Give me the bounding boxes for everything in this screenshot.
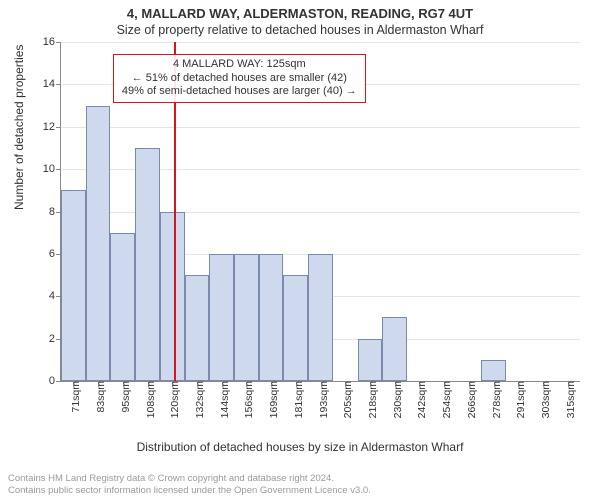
annotation-box: 4 MALLARD WAY: 125sqm← 51% of detached h… (113, 54, 366, 103)
bar (358, 339, 383, 381)
x-tick-label: 278sqm (485, 381, 503, 418)
x-tick-label: 108sqm (139, 381, 157, 418)
bar (308, 254, 333, 381)
x-tick-label: 291sqm (509, 381, 527, 418)
annotation-line: 4 MALLARD WAY: 125sqm (122, 58, 357, 72)
x-tick-label: 254sqm (435, 381, 453, 418)
bar (61, 190, 86, 381)
bar (259, 254, 284, 381)
y-tick-label: 8 (49, 206, 61, 218)
bar-slot: 303sqm (531, 42, 556, 381)
footer-line: Contains public sector information licen… (8, 485, 371, 496)
x-tick-label: 71sqm (64, 381, 82, 413)
bar (481, 360, 506, 381)
bar-slot: 278sqm (481, 42, 506, 381)
x-tick-label: 303sqm (534, 381, 552, 418)
bar-slot: 83sqm (86, 42, 111, 381)
bar (86, 106, 111, 381)
x-tick-label: 144sqm (213, 381, 231, 418)
x-tick-label: 242sqm (410, 381, 428, 418)
x-tick-label: 169sqm (262, 381, 280, 418)
y-tick-label: 6 (49, 248, 61, 260)
y-tick-label: 12 (43, 121, 61, 133)
x-tick-label: 230sqm (386, 381, 404, 418)
x-tick-label: 83sqm (89, 381, 107, 413)
page-subtitle: Size of property relative to detached ho… (0, 21, 600, 37)
x-tick-label: 132sqm (188, 381, 206, 418)
bar (283, 275, 308, 381)
bar (185, 275, 210, 381)
bar (209, 254, 234, 381)
x-tick-label: 95sqm (114, 381, 132, 413)
y-tick-label: 0 (49, 375, 61, 387)
x-tick-label: 205sqm (336, 381, 354, 418)
histogram-chart: 024681012141671sqm83sqm95sqm108sqm120sqm… (60, 42, 580, 382)
footer-attribution: Contains HM Land Registry data © Crown c… (8, 473, 371, 496)
page-title: 4, MALLARD WAY, ALDERMASTON, READING, RG… (0, 0, 600, 21)
x-tick-label: 193sqm (312, 381, 330, 418)
y-axis-label: Number of detached properties (12, 45, 26, 210)
bar (160, 212, 185, 382)
bar (110, 233, 135, 381)
bar-slot: 291sqm (506, 42, 531, 381)
bar-slot: 315sqm (555, 42, 580, 381)
bar-slot: 230sqm (382, 42, 407, 381)
annotation-line: 49% of semi-detached houses are larger (… (122, 85, 357, 99)
x-tick-label: 218sqm (361, 381, 379, 418)
bar (382, 317, 407, 381)
x-tick-label: 156sqm (237, 381, 255, 418)
y-tick-label: 10 (43, 163, 61, 175)
y-tick-label: 2 (49, 333, 61, 345)
x-tick-label: 266sqm (460, 381, 478, 418)
bar (234, 254, 259, 381)
bar (135, 148, 160, 381)
bar-slot: 254sqm (432, 42, 457, 381)
footer-line: Contains HM Land Registry data © Crown c… (8, 473, 371, 484)
x-tick-label: 120sqm (163, 381, 181, 418)
bar-slot: 266sqm (457, 42, 482, 381)
annotation-line: ← 51% of detached houses are smaller (42… (122, 72, 357, 86)
x-tick-label: 181sqm (287, 381, 305, 418)
x-tick-label: 315sqm (559, 381, 577, 418)
bar-slot: 242sqm (407, 42, 432, 381)
y-tick-label: 14 (43, 78, 61, 90)
bar-slot: 71sqm (61, 42, 86, 381)
x-axis-label: Distribution of detached houses by size … (0, 440, 600, 454)
y-tick-label: 16 (43, 36, 61, 48)
y-tick-label: 4 (49, 290, 61, 302)
